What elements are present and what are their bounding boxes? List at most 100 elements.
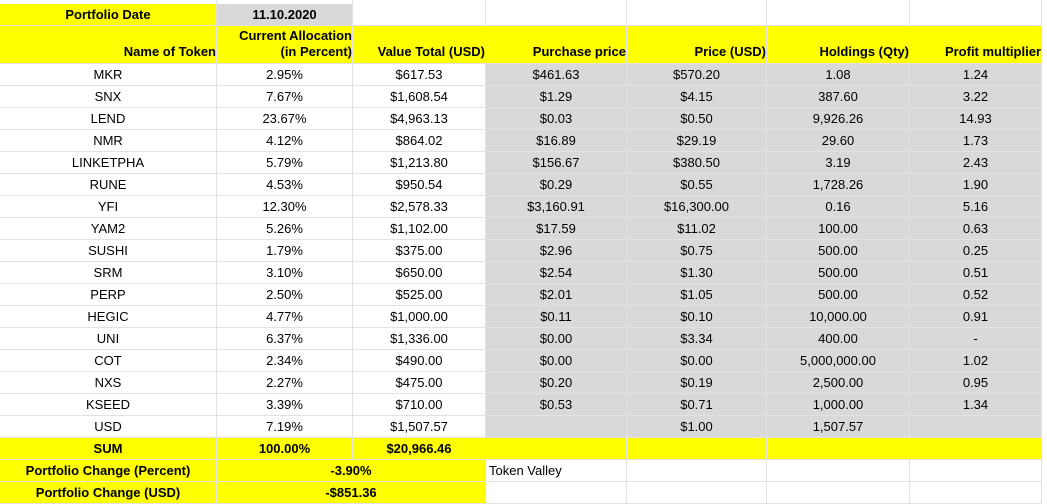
- value-total[interactable]: $2,578.33: [353, 196, 486, 218]
- value-total[interactable]: $1,336.00: [353, 328, 486, 350]
- holdings-qty[interactable]: 1,507.57: [767, 416, 910, 438]
- holdings-qty[interactable]: 9,926.26: [767, 108, 910, 130]
- holdings-qty[interactable]: 100.00: [767, 218, 910, 240]
- holdings-qty[interactable]: 10,000.00: [767, 306, 910, 328]
- value-total[interactable]: $4,963.13: [353, 108, 486, 130]
- value-total[interactable]: $864.02: [353, 130, 486, 152]
- purchase-price[interactable]: $0.53: [486, 394, 627, 416]
- empty-cell[interactable]: [767, 460, 910, 482]
- holdings-qty[interactable]: 500.00: [767, 284, 910, 306]
- holdings-qty[interactable]: 5,000,000.00: [767, 350, 910, 372]
- token-name[interactable]: PERP: [0, 284, 217, 306]
- holdings-qty[interactable]: 400.00: [767, 328, 910, 350]
- purchase-price[interactable]: $0.00: [486, 328, 627, 350]
- empty-cell[interactable]: [353, 4, 486, 26]
- header-current-allocation[interactable]: Current Allocation (in Percent): [217, 26, 353, 64]
- purchase-price[interactable]: $1.29: [486, 86, 627, 108]
- value-total[interactable]: $525.00: [353, 284, 486, 306]
- purchase-price[interactable]: $17.59: [486, 218, 627, 240]
- profit-multiplier[interactable]: 0.25: [910, 240, 1042, 262]
- empty-cell[interactable]: [910, 460, 1042, 482]
- price-usd[interactable]: $1.00: [627, 416, 767, 438]
- price-usd[interactable]: $0.75: [627, 240, 767, 262]
- header-value-total[interactable]: Value Total (USD): [353, 26, 486, 64]
- header-holdings[interactable]: Holdings (Qty): [767, 26, 910, 64]
- portfolio-change-percent-value[interactable]: -3.90%: [217, 460, 486, 482]
- purchase-price[interactable]: $156.67: [486, 152, 627, 174]
- header-purchase-price[interactable]: Purchase price: [486, 26, 627, 64]
- token-name[interactable]: HEGIC: [0, 306, 217, 328]
- allocation-percent[interactable]: 5.26%: [217, 218, 353, 240]
- purchase-price[interactable]: $2.54: [486, 262, 627, 284]
- empty-cell[interactable]: [627, 438, 767, 460]
- allocation-percent[interactable]: 3.10%: [217, 262, 353, 284]
- allocation-percent[interactable]: 5.79%: [217, 152, 353, 174]
- token-name[interactable]: NXS: [0, 372, 217, 394]
- token-name[interactable]: UNI: [0, 328, 217, 350]
- holdings-qty[interactable]: 2,500.00: [767, 372, 910, 394]
- value-total[interactable]: $375.00: [353, 240, 486, 262]
- allocation-percent[interactable]: 4.53%: [217, 174, 353, 196]
- price-usd[interactable]: $0.19: [627, 372, 767, 394]
- profit-multiplier[interactable]: 1.90: [910, 174, 1042, 196]
- profit-multiplier[interactable]: 0.95: [910, 372, 1042, 394]
- token-name[interactable]: LINKETPHA: [0, 152, 217, 174]
- token-name[interactable]: SNX: [0, 86, 217, 108]
- allocation-percent[interactable]: 1.79%: [217, 240, 353, 262]
- holdings-qty[interactable]: 1.08: [767, 64, 910, 86]
- sum-allocation[interactable]: 100.00%: [217, 438, 353, 460]
- portfolio-change-usd-value[interactable]: -$851.36: [217, 482, 486, 504]
- price-usd[interactable]: $16,300.00: [627, 196, 767, 218]
- allocation-percent[interactable]: 2.34%: [217, 350, 353, 372]
- value-total[interactable]: $617.53: [353, 64, 486, 86]
- holdings-qty[interactable]: 0.16: [767, 196, 910, 218]
- allocation-percent[interactable]: 6.37%: [217, 328, 353, 350]
- purchase-price[interactable]: $461.63: [486, 64, 627, 86]
- token-name[interactable]: LEND: [0, 108, 217, 130]
- allocation-percent[interactable]: 7.67%: [217, 86, 353, 108]
- allocation-percent[interactable]: 3.39%: [217, 394, 353, 416]
- empty-cell[interactable]: [486, 438, 627, 460]
- empty-cell[interactable]: [627, 4, 767, 26]
- holdings-qty[interactable]: 1,728.26: [767, 174, 910, 196]
- profit-multiplier[interactable]: 1.02: [910, 350, 1042, 372]
- allocation-percent[interactable]: 2.27%: [217, 372, 353, 394]
- empty-cell[interactable]: [910, 438, 1042, 460]
- profit-multiplier[interactable]: [910, 416, 1042, 438]
- allocation-percent[interactable]: 4.12%: [217, 130, 353, 152]
- sum-value-total[interactable]: $20,966.46: [353, 438, 486, 460]
- empty-cell[interactable]: [910, 482, 1042, 504]
- value-total[interactable]: $950.54: [353, 174, 486, 196]
- token-name[interactable]: SRM: [0, 262, 217, 284]
- profit-multiplier[interactable]: 2.43: [910, 152, 1042, 174]
- price-usd[interactable]: $0.10: [627, 306, 767, 328]
- price-usd[interactable]: $4.15: [627, 86, 767, 108]
- value-total[interactable]: $1,102.00: [353, 218, 486, 240]
- empty-cell[interactable]: [486, 4, 627, 26]
- token-name[interactable]: SUSHI: [0, 240, 217, 262]
- price-usd[interactable]: $380.50: [627, 152, 767, 174]
- price-usd[interactable]: $570.20: [627, 64, 767, 86]
- allocation-percent[interactable]: 7.19%: [217, 416, 353, 438]
- value-total[interactable]: $1,213.80: [353, 152, 486, 174]
- value-total[interactable]: $710.00: [353, 394, 486, 416]
- allocation-percent[interactable]: 12.30%: [217, 196, 353, 218]
- empty-cell[interactable]: [627, 460, 767, 482]
- header-profit-multiplier[interactable]: Profit multiplier: [910, 26, 1042, 64]
- purchase-price[interactable]: [486, 416, 627, 438]
- allocation-percent[interactable]: 23.67%: [217, 108, 353, 130]
- token-name[interactable]: USD: [0, 416, 217, 438]
- empty-cell[interactable]: [910, 4, 1042, 26]
- token-name[interactable]: YAM2: [0, 218, 217, 240]
- empty-cell[interactable]: [627, 482, 767, 504]
- purchase-price[interactable]: $0.11: [486, 306, 627, 328]
- token-name[interactable]: COT: [0, 350, 217, 372]
- sum-label[interactable]: SUM: [0, 438, 217, 460]
- profit-multiplier[interactable]: 0.63: [910, 218, 1042, 240]
- token-name[interactable]: RUNE: [0, 174, 217, 196]
- profit-multiplier[interactable]: 0.51: [910, 262, 1042, 284]
- value-total[interactable]: $475.00: [353, 372, 486, 394]
- empty-cell[interactable]: [486, 482, 627, 504]
- header-price-usd[interactable]: Price (USD): [627, 26, 767, 64]
- allocation-percent[interactable]: 4.77%: [217, 306, 353, 328]
